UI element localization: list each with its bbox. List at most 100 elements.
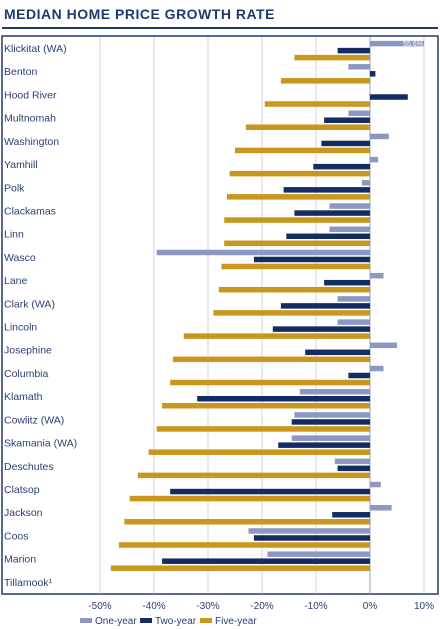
category-label: Columbia xyxy=(4,368,49,380)
bar-five-year xyxy=(229,170,370,177)
bar-two-year xyxy=(280,303,370,309)
category-label: Klickitat (WA) xyxy=(4,43,67,55)
bars: 55.6% xyxy=(110,40,424,571)
bar-five-year xyxy=(213,310,370,316)
bar-two-year xyxy=(272,326,370,332)
category-label: Wasco xyxy=(4,252,36,264)
legend-swatch xyxy=(80,618,92,623)
bar-five-year xyxy=(245,124,370,130)
bar-five-year xyxy=(280,78,370,84)
title-rule xyxy=(2,27,438,29)
bar-two-year xyxy=(337,465,370,472)
category-label: Klamath xyxy=(4,391,43,403)
legend-label: Five-year xyxy=(215,616,257,627)
bar-one-year xyxy=(370,40,424,47)
legend-swatch xyxy=(200,618,212,623)
category-label: Washington xyxy=(4,136,59,148)
bar-two-year xyxy=(197,395,370,402)
category-label: Linn xyxy=(4,229,24,241)
category-label: Multnomah xyxy=(4,113,56,125)
bar-one-year xyxy=(361,180,370,186)
bar-one-year xyxy=(248,528,370,534)
bar-five-year xyxy=(294,54,370,61)
chart-title: MEDIAN HOME PRICE GROWTH RATE xyxy=(4,6,275,22)
category-label: Clatsop xyxy=(4,484,40,496)
bar-one-year xyxy=(156,249,370,256)
bar-five-year xyxy=(156,426,370,432)
category-label: Lane xyxy=(4,275,28,287)
x-tick-label: -30% xyxy=(196,601,219,612)
bar-one-year xyxy=(370,481,381,488)
category-label: Cowlitz (WA) xyxy=(4,414,64,426)
x-tick-label: -40% xyxy=(142,601,165,612)
bar-one-year xyxy=(348,64,370,70)
bar-one-year xyxy=(291,435,370,441)
bar-two-year xyxy=(283,187,370,193)
x-tick-label: -20% xyxy=(250,601,273,612)
bar-one-year xyxy=(370,156,379,163)
legend-label: One-year xyxy=(95,616,137,627)
bar-five-year xyxy=(129,495,370,502)
bar-five-year xyxy=(183,333,370,339)
bar-one-year xyxy=(267,551,370,557)
bar-two-year xyxy=(370,94,408,100)
bar-two-year xyxy=(305,349,370,356)
bar-one-year xyxy=(294,412,370,418)
bar-five-year xyxy=(170,379,370,386)
bar-one-year xyxy=(329,226,370,233)
category-label: Yamhill xyxy=(4,159,38,171)
bar-one-year xyxy=(337,296,370,302)
bar-two-year xyxy=(324,279,370,286)
bar-two-year xyxy=(253,535,370,541)
x-tick-label: -10% xyxy=(304,601,327,612)
bar-one-year xyxy=(370,365,384,372)
category-label: Skamania (WA) xyxy=(4,438,77,450)
bar-five-year xyxy=(118,542,371,548)
category-label: Lincoln xyxy=(4,322,37,334)
bar-two-year xyxy=(332,512,370,518)
category-label: Marion xyxy=(4,554,36,566)
legend: One-year Two-year Five-year xyxy=(80,616,257,627)
bar-five-year xyxy=(264,101,370,107)
bar-two-year xyxy=(313,163,370,170)
category-label: Deschutes xyxy=(4,461,54,473)
bar-one-year xyxy=(337,319,370,325)
x-tick-label: 10% xyxy=(414,601,434,612)
bar-two-year xyxy=(370,71,376,77)
category-label: Hood River xyxy=(4,89,57,101)
bar-two-year xyxy=(278,442,370,448)
category-label: Jackson xyxy=(4,507,43,519)
bar-five-year xyxy=(218,286,370,293)
bar-two-year xyxy=(170,488,370,495)
data-label: 55.6% xyxy=(403,41,423,48)
bar-two-year xyxy=(348,372,370,379)
x-tick-label: -50% xyxy=(88,601,111,612)
plot-frame xyxy=(1,35,439,595)
category-label: Coos xyxy=(4,530,29,542)
bar-one-year xyxy=(370,272,384,279)
bar-five-year xyxy=(221,263,370,270)
bar-one-year xyxy=(334,458,370,465)
legend-label: Two-year xyxy=(155,616,197,627)
x-tick-label: 0% xyxy=(363,601,378,612)
bar-one-year xyxy=(299,388,370,395)
category-labels: Klickitat (WA) Benton Hood River Multnomah W… xyxy=(4,43,77,589)
bar-one-year xyxy=(370,342,397,349)
bar-two-year xyxy=(337,47,370,54)
bar-two-year xyxy=(324,117,370,123)
bar-five-year xyxy=(110,565,371,571)
bar-two-year xyxy=(294,210,370,216)
legend-swatch xyxy=(140,618,152,623)
category-label: Polk xyxy=(4,182,25,194)
bar-two-year xyxy=(321,140,370,147)
bar-five-year xyxy=(226,194,370,200)
bar-five-year xyxy=(224,217,370,223)
bar-one-year xyxy=(329,203,370,209)
bar-five-year xyxy=(162,402,370,409)
bar-one-year xyxy=(348,110,370,116)
x-tick-labels: -50% -40% -30% -20% -10% 0% 10% xyxy=(88,601,434,612)
bar-two-year xyxy=(286,233,370,240)
bar-two-year xyxy=(291,419,370,425)
bar-two-year xyxy=(253,256,370,263)
